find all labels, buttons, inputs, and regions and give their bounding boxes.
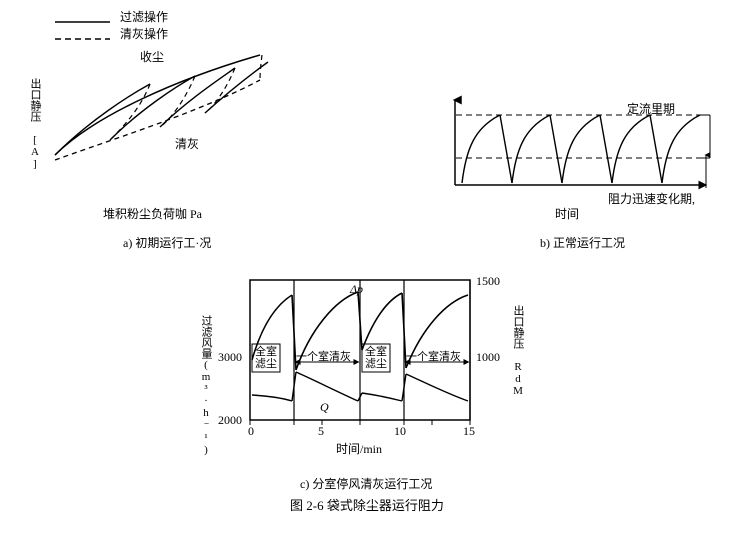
panel-c-span-text1: ⼀个室清灰 (296, 348, 351, 364)
panel-c-caption: c) 分室停风清灰运行工况 (300, 475, 432, 492)
xtick-5: 5 (318, 424, 324, 439)
panel-c-svg (0, 0, 730, 470)
xtick-0: 0 (248, 424, 254, 439)
rtick-1500: 1500 (476, 274, 500, 289)
panel-c-xlabel: 时间/min (336, 440, 382, 457)
panel-c-left-axis: 过滤风量(m³·h⁻¹) (198, 315, 214, 456)
xtick-15: 15 (463, 424, 475, 439)
panel-c-span-text2: ⼀个室清灰 (406, 348, 461, 364)
ltick-3000: 3000 (218, 350, 242, 365)
panel-c-box-text1: 全室滤尘 (254, 346, 278, 370)
panel-c-right-axis: 出口静压 RdM (510, 305, 526, 397)
xtick-10: 10 (394, 424, 406, 439)
figure-title: 图 2-6 袋式除尘器运行阻力 (290, 495, 444, 514)
panel-c-box-text2: 全室滤尘 (364, 346, 388, 370)
panel-c-q: Q (320, 400, 329, 415)
panel-c-dp: Δp (350, 282, 363, 297)
rtick-1000: 1000 (476, 350, 500, 365)
ltick-2000: 2000 (218, 413, 242, 428)
